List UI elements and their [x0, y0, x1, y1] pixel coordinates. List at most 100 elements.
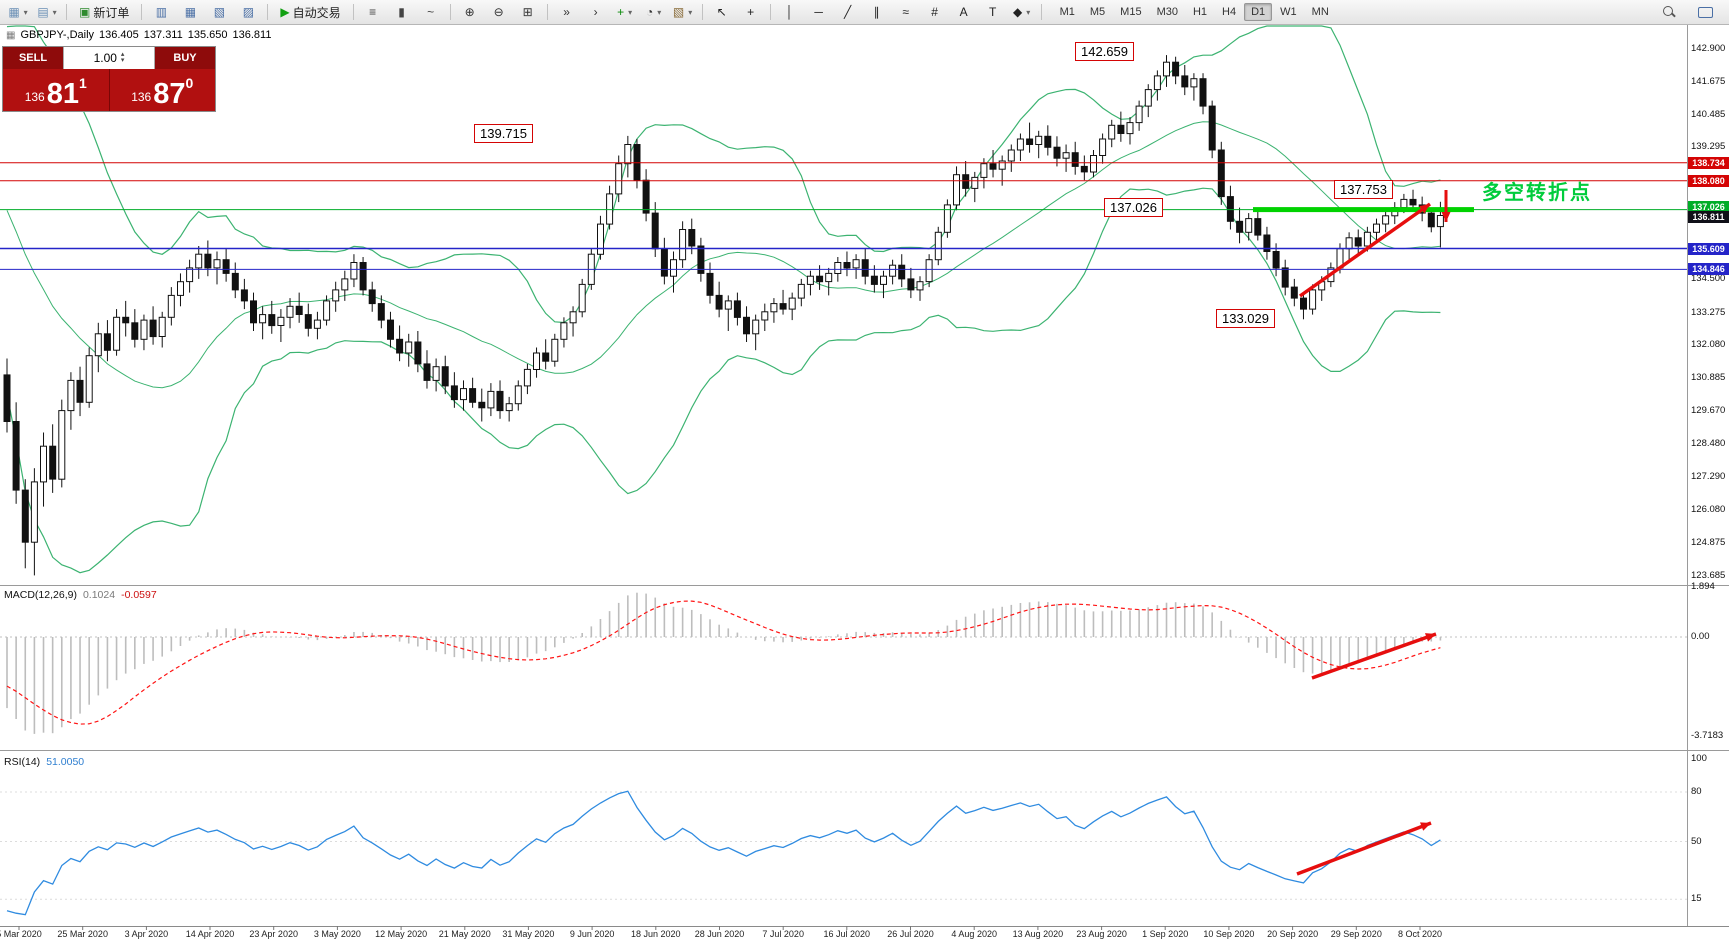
buy-price[interactable]: 136 87 0 [109, 69, 215, 111]
toolbar-right-group [1655, 1, 1725, 23]
date-ticks-layer [18, 926, 1421, 930]
templates-icon[interactable]: ▧ ▾ [669, 1, 697, 23]
timeframe-button-m15[interactable]: M15 [1120, 6, 1142, 18]
date-label: 20 Sep 2020 [1267, 929, 1319, 939]
tile-windows-icon[interactable]: ⊞ [514, 1, 542, 23]
market-watch-icon[interactable]: ▥ [147, 1, 175, 23]
price-callout[interactable]: 137.026 [1104, 198, 1163, 217]
price-line-tag: 135.609 [1688, 242, 1729, 255]
search-icon[interactable] [1655, 1, 1683, 23]
macd-axis-label: 0.00 [1691, 631, 1710, 642]
cursor-icon[interactable]: ↖ [708, 1, 736, 23]
candlestick-chart-icon: ▮ [398, 5, 405, 19]
indicators-icon[interactable]: + ▾ [611, 1, 639, 23]
panel-separator-rsi[interactable] [0, 750, 1729, 751]
dropdown-arrow-icon[interactable]: ▾ [688, 7, 693, 17]
sell-price[interactable]: 136 81 1 [3, 69, 110, 111]
auto-trading-button-label: 自动交易 [292, 5, 341, 20]
toolbar-separator [449, 4, 451, 20]
rsi-layer [0, 790, 1687, 916]
date-label: 23 Aug 2020 [1076, 929, 1127, 939]
new-chart-icon[interactable]: ▦ ▾ [4, 1, 32, 23]
turning-point-annotation[interactable]: 多空转折点 [1482, 182, 1592, 204]
date-label: 7 Jul 2020 [762, 929, 804, 939]
dropdown-arrow-icon[interactable]: ▾ [52, 7, 57, 17]
price-line-tag: 138.734 [1688, 156, 1729, 169]
navigator-icon[interactable]: ▧ [205, 1, 233, 23]
zoom-in-icon[interactable]: ⊕ [456, 1, 484, 23]
text-icon[interactable]: A [950, 1, 978, 23]
zoom-out-icon[interactable]: ⊖ [485, 1, 513, 23]
price-callout[interactable]: 139.715 [474, 124, 533, 143]
dropdown-arrow-icon[interactable]: ▾ [657, 7, 662, 17]
timeframe-button-d1[interactable]: D1 [1244, 3, 1273, 21]
trend-arrows-layer[interactable] [1296, 190, 1451, 876]
ohlc-open: 136.405 [99, 29, 139, 41]
auto-scroll-icon[interactable]: » [553, 1, 581, 23]
data-window-icon: ▦ [184, 5, 197, 19]
macd-main-value: 0.1024 [82, 589, 116, 601]
auto-trading-button[interactable]: ▶ 自动交易 [273, 1, 347, 23]
profiles-icon[interactable]: ▤ ▾ [33, 1, 61, 23]
date-label: 9 Jun 2020 [569, 929, 615, 939]
buy-button[interactable]: BUY [155, 47, 215, 69]
terminal-icon[interactable]: ▨ [234, 1, 262, 23]
timeframe-button-mn[interactable]: MN [1311, 6, 1329, 18]
timeframe-button-m30[interactable]: M30 [1156, 6, 1178, 18]
date-label: 3 Apr 2020 [124, 929, 169, 939]
candlestick-chart-icon[interactable]: ▮ [388, 1, 416, 23]
volume-field[interactable]: 1.00 ▴ ▾ [63, 47, 155, 69]
line-chart-icon[interactable]: ~ [417, 1, 445, 23]
sell-button[interactable]: SELL [3, 47, 63, 69]
price-lines-layer[interactable] [0, 162, 1687, 270]
chart-shift-icon[interactable]: › [582, 1, 610, 23]
zoom-in-icon: ⊕ [464, 5, 475, 19]
chart-symbol-icon: ▦ [6, 29, 16, 41]
volume-value[interactable]: 1.00 [93, 51, 117, 65]
data-window-icon[interactable]: ▦ [176, 1, 204, 23]
timeframe-toolbar: M1 M5 M15 M30 H1 H4 D1 W1 MN [1053, 3, 1336, 21]
date-label: 25 Mar 2020 [57, 929, 108, 939]
timeframe-button-w1[interactable]: W1 [1280, 6, 1297, 18]
ohlc-bars-icon[interactable]: ≡ [359, 1, 387, 23]
periods-icon[interactable]: ◔ ▾ [640, 1, 668, 23]
fibonacci-icon[interactable]: ≈ [892, 1, 920, 23]
arrow-objects-icon[interactable]: ◆ ▾ [1008, 1, 1036, 23]
dropdown-arrow-icon[interactable]: ▾ [628, 7, 633, 17]
timeframe-button-h4[interactable]: H4 [1222, 6, 1237, 18]
channel-icon: ∥ [873, 5, 880, 19]
sell-price-pips: 81 [46, 78, 79, 111]
timeframe-button-h1[interactable]: H1 [1192, 6, 1208, 18]
channel-icon[interactable]: ∥ [863, 1, 891, 23]
dropdown-arrow-icon[interactable]: ▾ [1026, 7, 1031, 17]
price-axis-label: 133.275 [1691, 306, 1726, 318]
price-callout[interactable]: 142.659 [1075, 42, 1134, 61]
price-callout[interactable]: 133.029 [1216, 309, 1275, 328]
timeframe-button-m1[interactable]: M1 [1059, 6, 1075, 18]
timeframe-button-m5[interactable]: M5 [1089, 6, 1106, 18]
trendline-icon[interactable]: ╱ [834, 1, 862, 23]
volume-down-icon[interactable]: ▾ [120, 57, 125, 64]
vertical-line-icon[interactable]: │ [776, 1, 804, 23]
crosshair-icon[interactable]: + [737, 1, 765, 23]
rsi-indicator-label: RSI(14) 51.0050 [4, 756, 84, 768]
chat-icon[interactable] [1691, 1, 1719, 23]
date-label: 31 May 2020 [502, 929, 555, 939]
highlight-level-segment[interactable] [1253, 207, 1474, 213]
date-label: 3 May 2020 [313, 929, 361, 939]
dropdown-arrow-icon[interactable]: ▾ [23, 7, 28, 17]
shapes-icon[interactable]: # [921, 1, 949, 23]
text-label-icon[interactable]: T [979, 1, 1007, 23]
horizontal-line-icon[interactable]: ─ [805, 1, 833, 23]
volume-up-icon[interactable]: ▴ [120, 51, 125, 58]
periods-icon: ◔ [645, 5, 654, 19]
toolbar-separator [546, 4, 548, 20]
date-label: 1 Sep 2020 [1142, 929, 1189, 939]
price-callout[interactable]: 137.753 [1334, 180, 1393, 199]
new-order-button-label: 新订单 [93, 5, 130, 20]
new-order-button[interactable]: ▣ 新订单 [72, 1, 136, 23]
panel-separator-macd[interactable] [0, 585, 1729, 586]
date-axis-separator [0, 926, 1729, 927]
